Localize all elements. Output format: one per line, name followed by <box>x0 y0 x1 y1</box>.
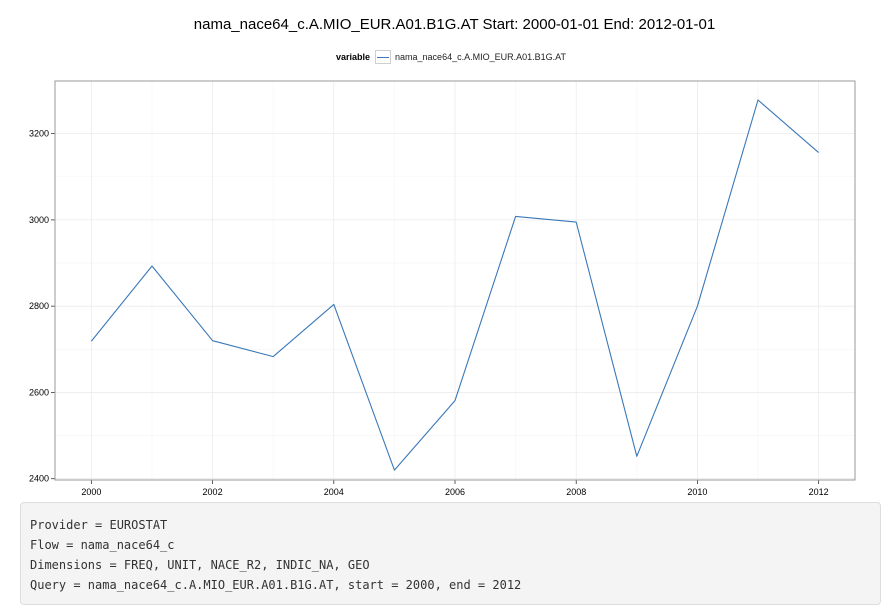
x-tick-label: 2004 <box>324 487 344 497</box>
legend-line-swatch <box>375 50 392 64</box>
query-info-box: Provider = EUROSTAT Flow = nama_nace64_c… <box>20 502 881 605</box>
y-tick-label: 3200 <box>29 129 49 139</box>
x-tick-label: 2012 <box>809 487 829 497</box>
x-tick-label: 2002 <box>203 487 223 497</box>
y-tick-label: 2400 <box>29 474 49 484</box>
info-provider: Provider = EUROSTAT <box>30 518 168 532</box>
x-tick-label: 2008 <box>566 487 586 497</box>
x-tick-label: 2010 <box>687 487 707 497</box>
info-dimensions: Dimensions = FREQ, UNIT, NACE_R2, INDIC_… <box>30 558 370 572</box>
x-tick-label: 2000 <box>81 487 101 497</box>
y-tick-label: 3000 <box>29 215 49 225</box>
legend-series-label: nama_nace64_c.A.MIO_EUR.A01.B1G.AT <box>395 52 566 62</box>
y-tick-label: 2600 <box>29 387 49 397</box>
plot-border <box>54 80 856 481</box>
legend-title: variable <box>336 52 371 62</box>
legend: variable nama_nace64_c.A.MIO_EUR.A01.B1G… <box>336 49 566 65</box>
line-chart: 2000 2002 2004 2006 2008 2010 2012 2400 2600 2800… <box>29 80 856 497</box>
info-flow: Flow = nama_nace64_c <box>30 538 175 552</box>
chart-title: nama_nace64_c.A.MIO_EUR.A01.B1G.AT Start… <box>193 16 716 33</box>
y-tick-label: 2800 <box>29 301 49 311</box>
x-tick-label: 2006 <box>445 487 465 497</box>
info-query: Query = nama_nace64_c.A.MIO_EUR.A01.B1G.… <box>30 578 522 592</box>
series-line <box>90 99 819 471</box>
